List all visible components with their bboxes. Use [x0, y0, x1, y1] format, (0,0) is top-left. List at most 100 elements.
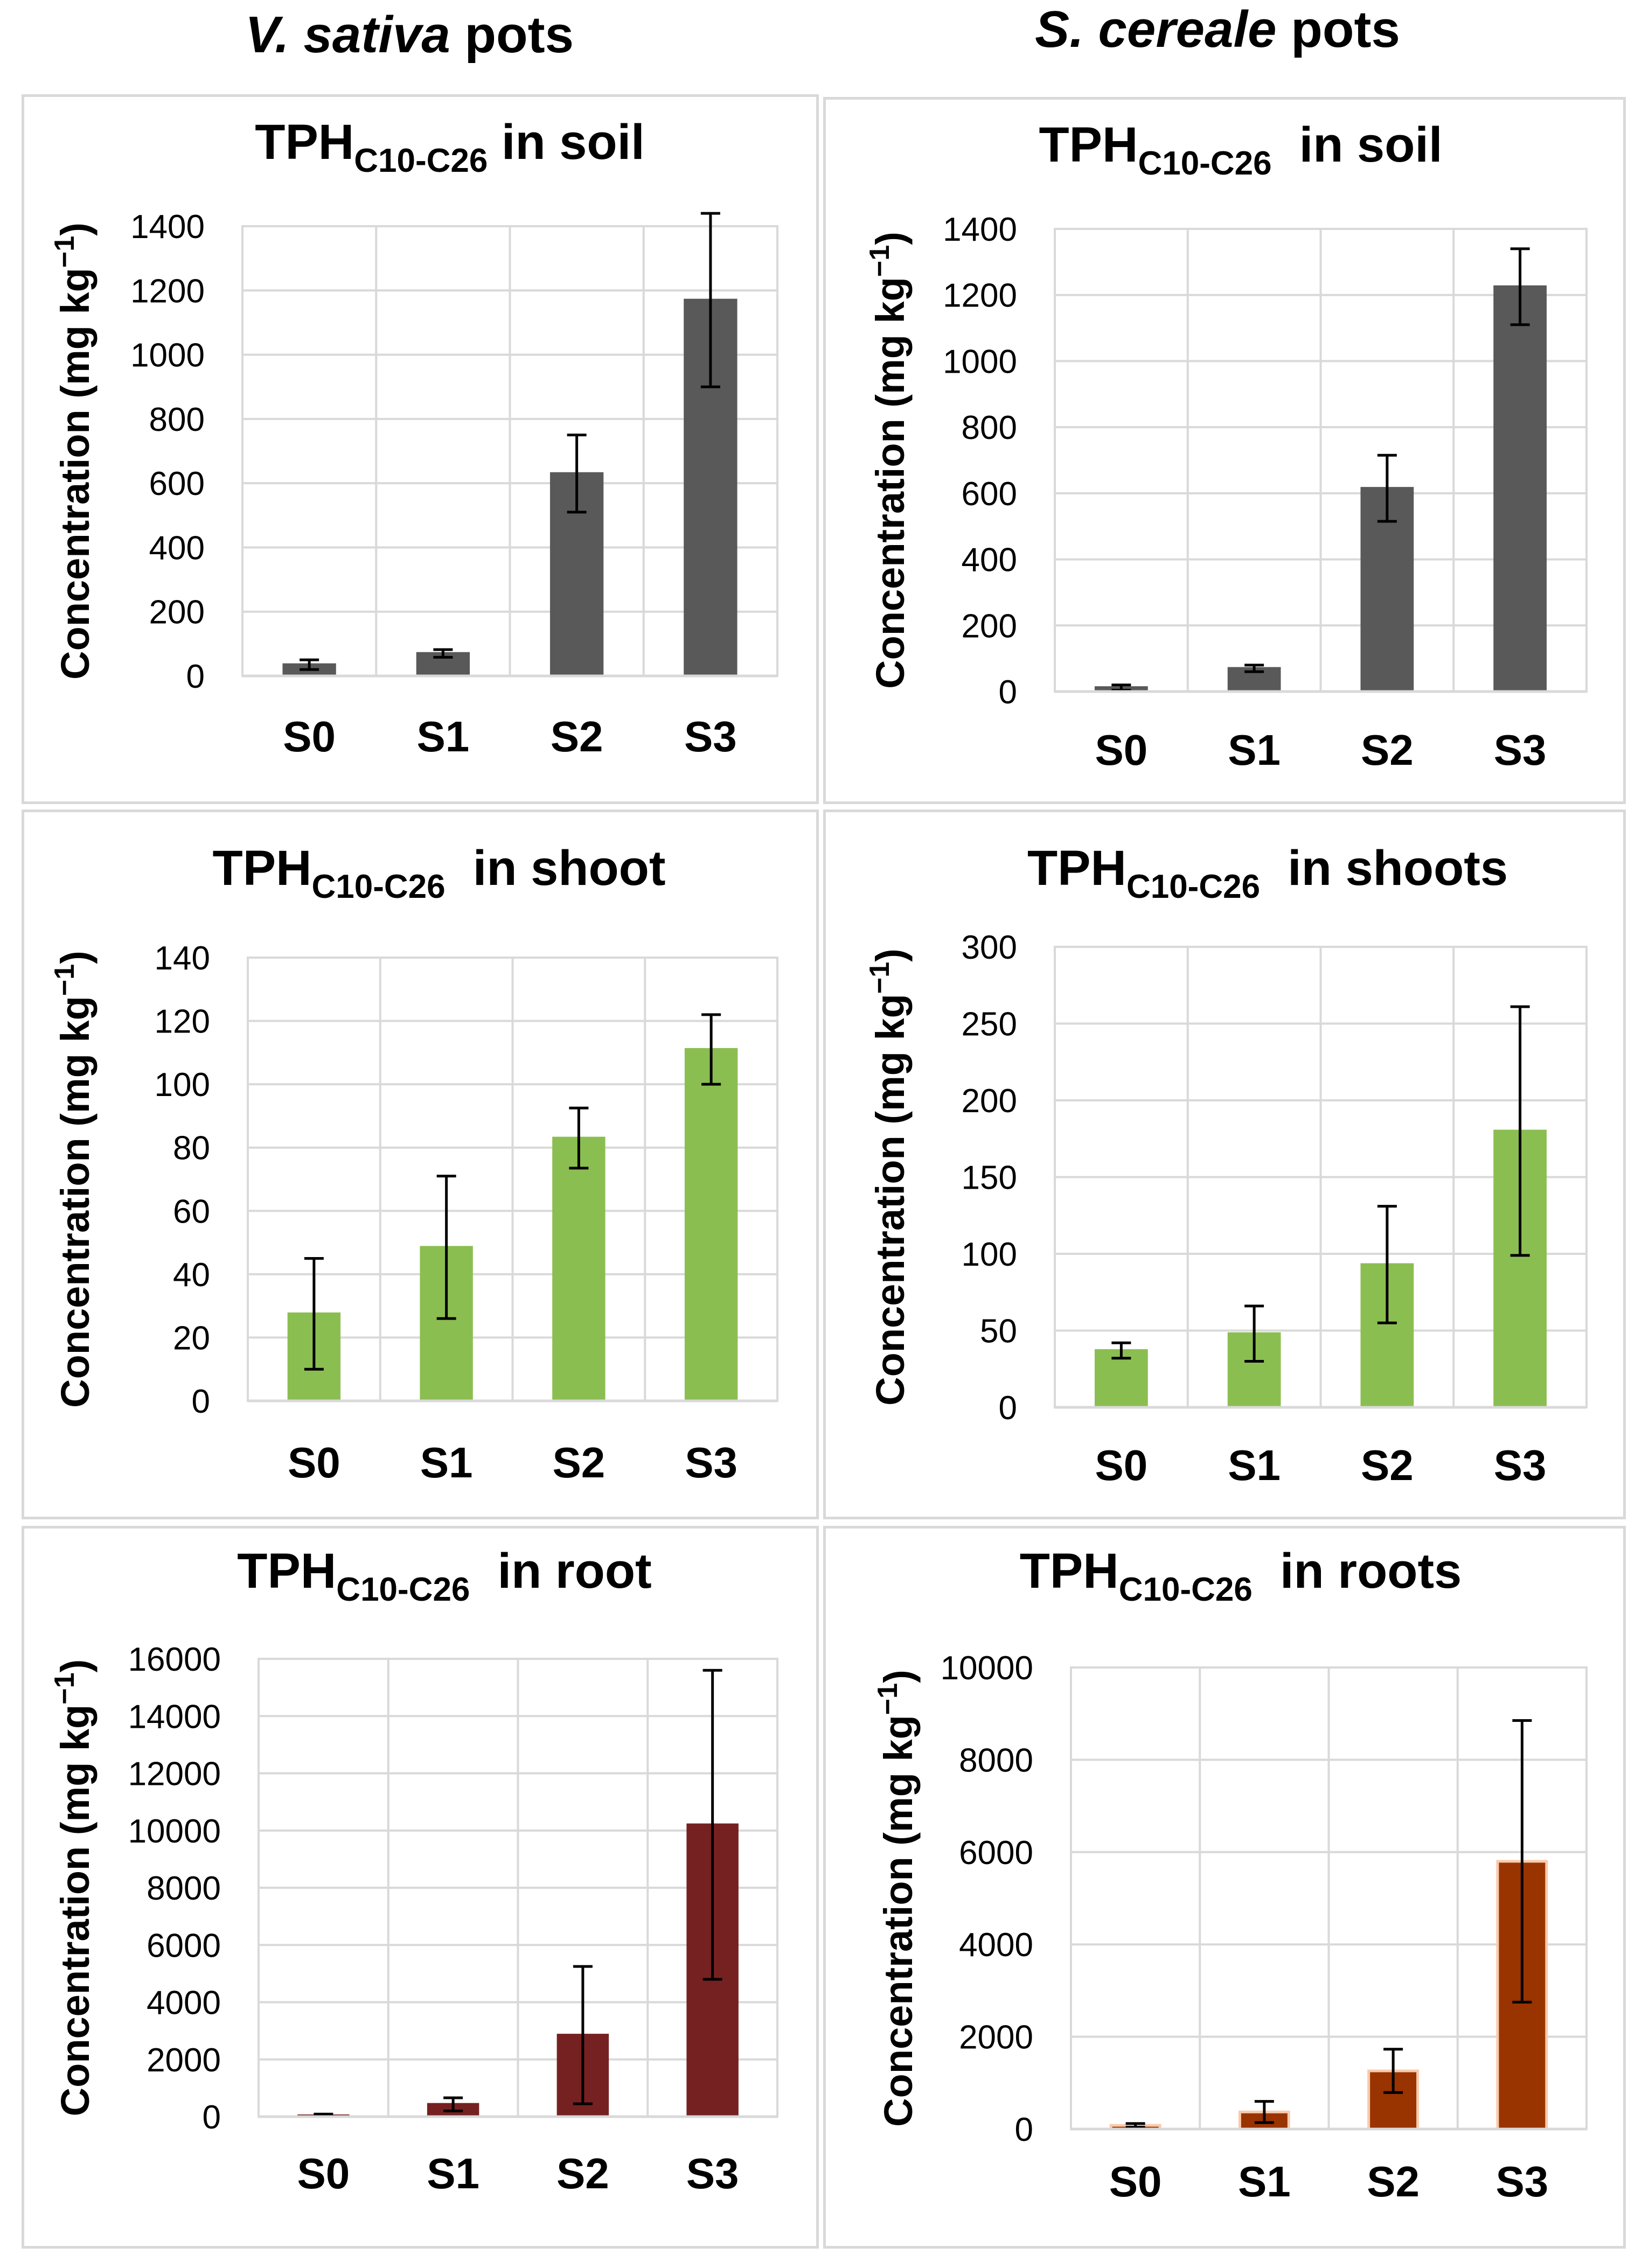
- y-tick-label: 150: [962, 1160, 1017, 1197]
- y-tick-label: 0: [1015, 2111, 1033, 2148]
- y-tick-label: 1000: [130, 337, 205, 374]
- column-header-v-sativa: V. sativa pots: [22, 5, 797, 65]
- x-category-label: S2: [1361, 726, 1414, 774]
- y-tick-label: 100: [155, 1066, 210, 1104]
- y-tick-label: 800: [962, 409, 1017, 446]
- x-category-label: S3: [1494, 726, 1547, 774]
- y-tick-label: 12000: [128, 1756, 221, 1793]
- bar-s3: [684, 298, 737, 678]
- y-tick-label: 6000: [959, 1834, 1033, 1872]
- y-label-superscript: −1: [49, 964, 80, 996]
- y-axis-label: Concentration (mg kg−1): [864, 232, 913, 689]
- y-tick-label: 600: [962, 476, 1017, 513]
- x-category-label: S2: [556, 2150, 609, 2197]
- chart-title: TPHC10-C26 in soil: [255, 115, 645, 179]
- title-main: TPH: [213, 841, 312, 896]
- y-tick-label: 4000: [147, 1985, 221, 2022]
- y-label-superscript: −1: [49, 1672, 80, 1704]
- y-tick-label: 400: [149, 529, 205, 567]
- title-suffix: in shoots: [1260, 841, 1508, 896]
- title-subscript: C10-C26: [1119, 1571, 1253, 1608]
- chart-svg: 0 2000 4000 6000 8000 10000 12000 14000 16000 S0 S…: [49, 1544, 778, 2197]
- y-axis-label: Concentration (mg kg−1): [864, 948, 913, 1406]
- title-subscript: C10-C26: [336, 1571, 470, 1608]
- y-label-close: ): [868, 948, 913, 962]
- y-tick-label: 6000: [147, 1927, 221, 1964]
- x-category-label: S0: [288, 1439, 340, 1487]
- x-category-label: S0: [283, 713, 336, 760]
- y-tick-label: 2000: [147, 2042, 221, 2079]
- column-species: V. sativa: [245, 6, 450, 64]
- y-tick-label: 10000: [941, 1650, 1033, 1687]
- y-label-main: Concentration (mg kg: [876, 1715, 921, 2127]
- y-tick-label: 4000: [959, 1927, 1033, 1964]
- x-category-label: S1: [416, 713, 469, 760]
- y-tick-label: 60: [173, 1193, 210, 1230]
- title-main: TPH: [237, 1544, 336, 1599]
- y-tick-label: 14000: [128, 1698, 221, 1735]
- y-tick-label: 80: [173, 1130, 210, 1167]
- title-suffix: in shoot: [446, 841, 666, 896]
- y-label-main: Concentration (mg kg: [53, 1705, 98, 2117]
- y-label-main: Concentration (mg kg: [868, 277, 913, 689]
- title-suffix: in root: [470, 1544, 651, 1599]
- chart-title: TPHC10-C26 in shoot: [213, 841, 666, 905]
- y-tick-label: 200: [149, 594, 205, 631]
- y-tick-label: 20: [173, 1320, 210, 1357]
- x-category-label: S2: [552, 1439, 605, 1487]
- y-tick-label: 250: [962, 1006, 1017, 1043]
- y-label-main: Concentration (mg kg: [868, 994, 913, 1406]
- y-tick-label: 100: [962, 1236, 1017, 1273]
- title-main: TPH: [1039, 117, 1138, 172]
- y-tick-label: 8000: [147, 1870, 221, 1907]
- y-tick-label: 0: [186, 658, 205, 695]
- y-tick-label: 1400: [130, 208, 205, 246]
- x-category-label: S3: [685, 1439, 737, 1487]
- y-tick-label: 10000: [128, 1813, 221, 1850]
- y-tick-label: 1200: [943, 277, 1017, 315]
- y-tick-label: 300: [962, 929, 1017, 966]
- chart-title: TPHC10-C26 in roots: [1020, 1544, 1462, 1608]
- y-tick-label: 50: [980, 1313, 1017, 1350]
- y-tick-label: 16000: [128, 1641, 221, 1678]
- chart-panel-s-cereale-soil: 0 200 400 600 800 1000 1200 1400 S0 S1 S2 S3 TPHC10-…: [823, 97, 1626, 804]
- x-category-label: S3: [684, 713, 737, 760]
- chart-svg: 0 200 400 600 800 1000 1200 1400 S0 S1 S2 S3 TPHC10-…: [864, 117, 1588, 774]
- title-suffix: in soil: [1272, 117, 1443, 172]
- y-tick-label: 0: [999, 1390, 1017, 1427]
- x-category-label: S1: [427, 2150, 479, 2197]
- column-suffix: pots: [1276, 1, 1400, 58]
- y-axis-label: Concentration (mg kg−1): [49, 1659, 98, 2117]
- y-label-superscript: −1: [864, 245, 895, 277]
- title-suffix: in soil: [488, 115, 644, 170]
- title-main: TPH: [255, 115, 354, 170]
- y-label-close: ): [868, 232, 913, 245]
- chart-svg: 0 200 400 600 800 1000 1200 1400 S0 S1 S2 S3 TPHC10-…: [49, 115, 778, 760]
- y-tick-label: 200: [962, 1083, 1017, 1120]
- chart-panel-v-sativa-root: 0 2000 4000 6000 8000 10000 12000 14000 16000 S0 S…: [22, 1526, 819, 2249]
- x-category-label: S3: [1494, 1441, 1547, 1489]
- x-category-label: S0: [1095, 726, 1147, 774]
- y-tick-label: 120: [155, 1003, 210, 1041]
- x-category-label: S1: [1228, 1441, 1281, 1489]
- title-main: TPH: [1027, 841, 1126, 896]
- bar-s2: [552, 1136, 606, 1402]
- y-label-superscript: −1: [864, 962, 895, 994]
- x-category-label: S2: [1361, 1441, 1414, 1489]
- x-category-label: S2: [1367, 2158, 1420, 2206]
- x-category-label: S0: [1095, 1441, 1147, 1489]
- chart-panel-v-sativa-soil: 0 200 400 600 800 1000 1200 1400 S0 S1 S2 S3 TPHC10-…: [22, 94, 819, 804]
- title-suffix: in roots: [1253, 1544, 1462, 1599]
- y-tick-label: 800: [149, 401, 205, 438]
- y-tick-label: 200: [962, 608, 1017, 645]
- chart-svg: 0 2000 4000 6000 8000 10000 S0 S1 S2 S3 TPHC10-C26…: [872, 1544, 1588, 2206]
- y-tick-label: 1000: [943, 343, 1017, 380]
- y-label-close: ): [53, 951, 98, 964]
- y-label-main: Concentration (mg kg: [53, 268, 98, 680]
- chart-panel-v-sativa-shoot: 0 20 40 60 80 100 120 140 S0 S1 S2 S3 TPHC10-C26 in …: [22, 809, 819, 1519]
- chart-title: TPHC10-C26 in root: [237, 1544, 651, 1608]
- y-tick-label: 0: [999, 674, 1017, 711]
- y-tick-label: 1200: [130, 273, 205, 310]
- x-category-label: S3: [1495, 2158, 1548, 2206]
- title-subscript: C10-C26: [1126, 868, 1260, 905]
